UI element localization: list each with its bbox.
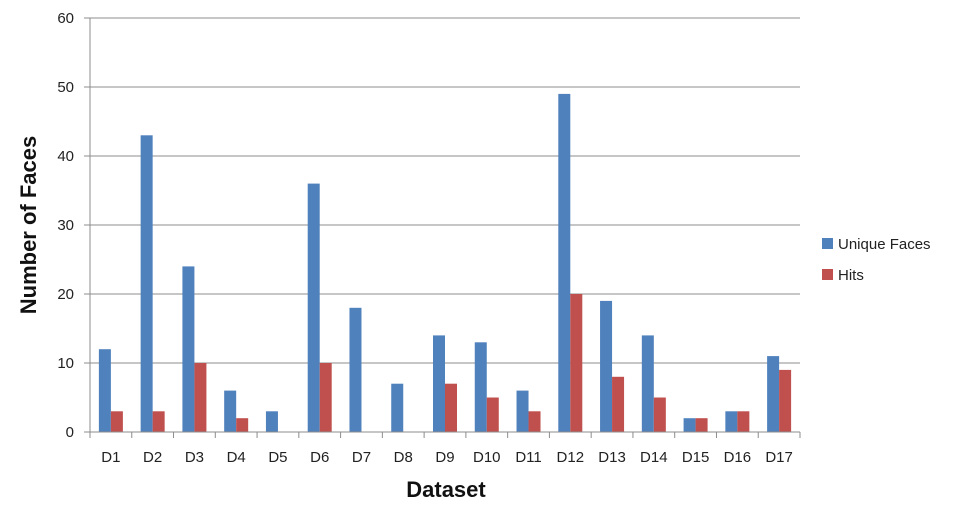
x-tick-label: D13 — [598, 449, 626, 466]
x-tick-label: D16 — [724, 449, 752, 466]
bar-unique-faces-d15 — [683, 418, 696, 432]
x-tick-label: D4 — [227, 449, 246, 466]
x-tick-label: D5 — [268, 449, 287, 466]
bar-unique-faces-d5 — [265, 411, 278, 432]
bar-hits-d11 — [528, 411, 541, 432]
legend-swatch — [822, 269, 833, 280]
x-tick-label: D9 — [435, 449, 454, 466]
x-tick-label: D14 — [640, 449, 668, 466]
bar-unique-faces-d2 — [140, 135, 153, 433]
bar-unique-faces-d7 — [349, 307, 362, 432]
x-tick-label: D12 — [557, 449, 585, 466]
x-tick-labels: D1 D2 D3 D4 D5 D6 D7 D8 D9 D10 D11 D12 D13 D14 D15 D16 D… — [101, 449, 793, 466]
legend-label: Hits — [838, 267, 864, 284]
bar-hits-d9 — [445, 383, 457, 432]
bar-unique-faces-d12 — [558, 93, 571, 433]
bar-unique-faces-d17 — [767, 356, 780, 432]
x-tick-label: D8 — [394, 449, 413, 466]
bar-hits-d10 — [486, 397, 499, 432]
bar-hits-d1 — [110, 411, 123, 432]
x-axis-title: Dataset — [406, 477, 486, 502]
y-tick-label: 20 — [57, 286, 74, 303]
bar-hits-d16 — [737, 411, 750, 432]
bar-unique-faces-d10 — [474, 342, 487, 432]
legend-label: Unique Faces — [838, 236, 931, 253]
legend-swatch — [822, 238, 833, 249]
gridlines — [90, 17, 800, 364]
bar-hits-d17 — [779, 369, 792, 432]
y-tick-label: 10 — [57, 355, 74, 372]
bars — [98, 93, 792, 433]
bar-hits-d2 — [152, 411, 165, 432]
y-tick-labels: 0 10 20 30 40 50 60 — [57, 10, 74, 441]
bar-hits-d13 — [612, 376, 625, 432]
bar-hits-d4 — [236, 418, 249, 432]
x-tick-label: D2 — [143, 449, 162, 466]
y-tick-label: 60 — [57, 10, 74, 27]
bar-hits-d3 — [194, 363, 207, 432]
x-tick-label: D7 — [352, 449, 371, 466]
x-tick-label: D11 — [515, 449, 541, 466]
axes — [84, 17, 801, 438]
y-axis-title: Number of Faces — [16, 136, 41, 315]
bar-unique-faces-d3 — [182, 266, 195, 432]
bar-hits-d15 — [695, 418, 708, 432]
y-tick-label: 0 — [66, 424, 74, 441]
bar-unique-faces-d11 — [516, 390, 529, 432]
bar-unique-faces-d16 — [725, 411, 738, 432]
x-tick-label: D1 — [101, 449, 120, 466]
x-tick-label: D17 — [765, 449, 793, 466]
bar-hits-d6 — [319, 363, 332, 432]
bar-unique-faces-d8 — [391, 383, 404, 432]
bar-unique-faces-d1 — [98, 349, 111, 432]
x-tick-label: D10 — [473, 449, 501, 466]
bar-unique-faces-d9 — [433, 335, 445, 432]
x-tick-label: D6 — [310, 449, 329, 466]
bar-unique-faces-d4 — [224, 390, 237, 432]
bar-unique-faces-d6 — [307, 183, 320, 432]
y-tick-label: 40 — [57, 148, 74, 165]
bar-unique-faces-d13 — [600, 300, 613, 432]
bar-hits-d14 — [653, 397, 666, 432]
x-tick-label: D15 — [682, 449, 710, 466]
bar-unique-faces-d14 — [641, 335, 654, 432]
bar-hits-d12 — [570, 294, 583, 432]
x-tick-label: D3 — [185, 449, 204, 466]
y-tick-label: 30 — [57, 217, 74, 234]
y-tick-label: 50 — [57, 79, 74, 96]
legend: Unique Faces Hits — [822, 236, 931, 284]
